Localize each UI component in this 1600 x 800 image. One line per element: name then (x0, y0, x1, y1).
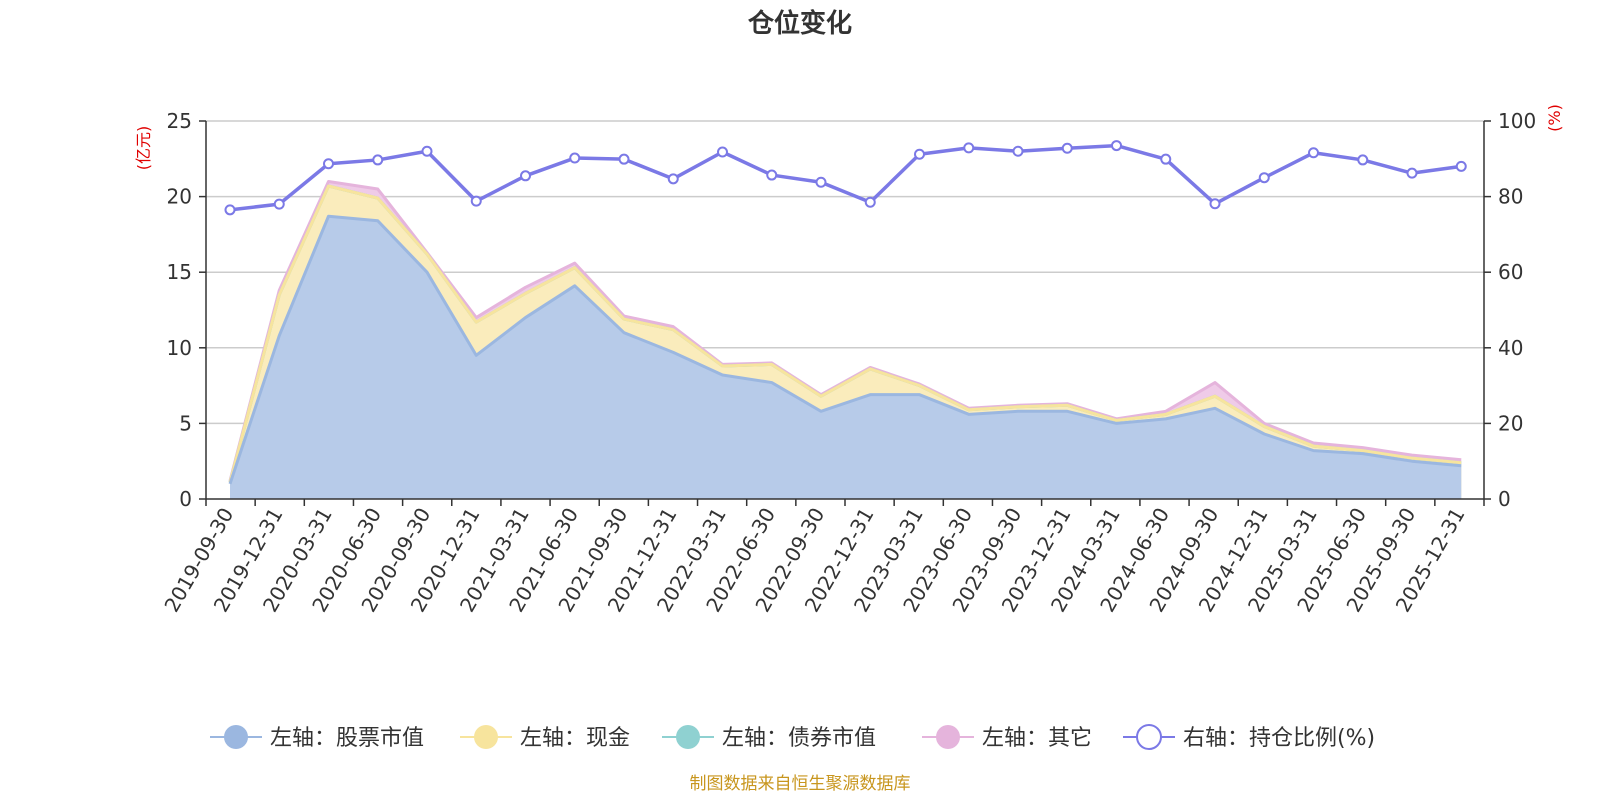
left-tick-label: 10 (167, 336, 192, 360)
ratio-series-line (229, 143, 1462, 212)
ratio-point (717, 146, 728, 158)
legend-item[interactable]: 左轴：债券市值 (662, 725, 876, 751)
ratio-point (1061, 142, 1073, 154)
area-line-左轴：现金 (228, 184, 1462, 483)
ratio-point (1111, 140, 1122, 152)
right-tick-label: 80 (1498, 185, 1523, 209)
legend-label: 左轴：债券市值 (722, 726, 876, 751)
left-tick-label: 25 (167, 109, 192, 133)
right-tick-label: 0 (1498, 487, 1511, 511)
ratio-point (273, 198, 285, 210)
ratio-point (569, 152, 581, 164)
ratio-point (864, 196, 876, 208)
left-tick-label: 15 (167, 260, 192, 284)
chart-title: 仓位变化 (747, 8, 852, 39)
legend-circle-icon (936, 725, 960, 749)
ratio-point (618, 153, 630, 165)
ratio-point (963, 142, 975, 154)
right-axis-unit: (%) (1545, 104, 1564, 132)
area-line-左轴：股票市值 (228, 214, 1462, 485)
ratio-point (914, 148, 925, 160)
ratio-point (667, 173, 679, 185)
legend-hollow-circle-icon (1136, 724, 1162, 750)
ratio-point (1406, 167, 1418, 179)
legend-circle-icon (474, 725, 498, 749)
ratio-point (372, 154, 384, 166)
ratio-point (323, 158, 334, 170)
left-tick-label: 20 (167, 185, 192, 209)
ratio-point (1160, 153, 1172, 165)
legend-label: 左轴：其它 (982, 726, 1092, 751)
right-tick-label: 20 (1498, 411, 1523, 435)
ratio-point (1308, 147, 1319, 159)
right-tick-label: 60 (1498, 260, 1523, 284)
data-source-note: 制图数据来自恒生聚源数据库 (690, 774, 911, 794)
ratio-point (766, 169, 778, 181)
legend-label: 左轴：股票市值 (270, 726, 424, 751)
ratio-point (1455, 160, 1467, 172)
area-左轴：股票市值 (230, 216, 1462, 500)
ratio-point (421, 145, 433, 157)
legend-item[interactable]: 左轴：股票市值 (210, 725, 424, 751)
ratio-point (470, 195, 482, 207)
legend-label: 左轴：现金 (520, 726, 630, 751)
legend: 左轴：股票市值 左轴：现金 左轴：债券市值 左轴：其它 右轴：持仓比例(%) (210, 724, 1375, 751)
ratio-point (1209, 198, 1221, 210)
ratio-point (1258, 172, 1270, 184)
ratio-point (1357, 154, 1369, 166)
stacked-areas (228, 179, 1462, 500)
ratio-point (1012, 145, 1024, 157)
legend-item[interactable]: 左轴：现金 (460, 725, 630, 751)
ratio-point (815, 176, 827, 188)
ratio-point (224, 204, 236, 216)
left-axis-unit: (亿元) (134, 126, 153, 171)
holding-ratio-line (224, 140, 1467, 216)
right-tick-label: 40 (1498, 336, 1523, 360)
legend-circle-icon (224, 725, 248, 749)
legend-item[interactable]: 左轴：其它 (922, 725, 1092, 751)
right-tick-label: 100 (1498, 109, 1536, 133)
left-tick-label: 5 (179, 411, 192, 435)
legend-circle-icon (676, 725, 700, 749)
legend-item[interactable]: 右轴：持仓比例(%) (1123, 724, 1375, 751)
ratio-point (520, 170, 531, 182)
left-tick-label: 0 (179, 487, 192, 511)
legend-label: 右轴：持仓比例(%) (1183, 726, 1375, 751)
